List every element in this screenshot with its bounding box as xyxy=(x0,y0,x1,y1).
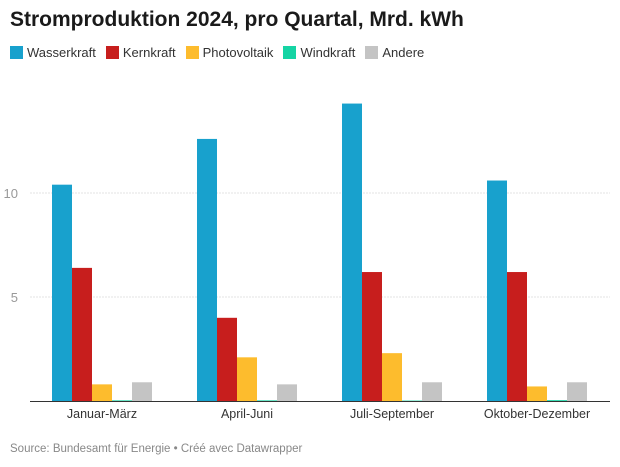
y-tick-label: 10 xyxy=(4,186,18,201)
bar xyxy=(362,272,382,401)
legend-item: Photovoltaik xyxy=(185,45,274,60)
legend-item: Windkraft xyxy=(283,45,355,60)
bar xyxy=(197,138,217,402)
bar xyxy=(527,386,547,401)
bar xyxy=(72,267,92,401)
bar xyxy=(92,384,112,401)
legend-swatch xyxy=(105,46,119,59)
x-tick-label: Oktober-Dezember xyxy=(484,407,590,421)
bar xyxy=(277,384,297,401)
legend-label: Andere xyxy=(382,45,425,60)
legend: Wasserkraft Kernkraft Photovoltaik Windkraf… xyxy=(10,45,424,60)
legend-label: Photovoltaik xyxy=(202,45,274,60)
bar xyxy=(487,180,507,401)
legend-swatch xyxy=(185,46,199,59)
legend-label: Wasserkraft xyxy=(27,45,96,60)
bar xyxy=(567,382,587,401)
bar xyxy=(217,317,237,401)
chart-title: Stromproduktion 2024, pro Quartal, Mrd. … xyxy=(10,8,464,31)
legend-item: Kernkraft xyxy=(105,45,176,60)
legend-swatch xyxy=(283,46,297,59)
x-tick-label: April-Juni xyxy=(221,407,273,421)
x-tick-label: Juli-September xyxy=(350,407,434,421)
bar xyxy=(382,353,402,401)
bar xyxy=(237,357,257,401)
bar xyxy=(422,382,442,401)
bar-chart: 5 10 Januar-März April-Juni Juli-September Ok… xyxy=(4,103,610,421)
source-note: Source: Bundesamt für Energie • Créé ave… xyxy=(10,443,303,455)
legend-swatch xyxy=(365,46,379,59)
legend-label: Kernkraft xyxy=(122,45,176,60)
legend-item: Andere xyxy=(365,45,424,60)
legend-label: Windkraft xyxy=(300,45,356,60)
bar xyxy=(112,400,132,402)
bar xyxy=(132,382,152,401)
x-tick-label: Januar-März xyxy=(67,407,137,421)
legend-swatch xyxy=(10,46,23,59)
bar xyxy=(342,103,362,401)
y-tick-label: 5 xyxy=(11,290,18,305)
bar xyxy=(257,400,277,402)
legend-item: Wasserkraft xyxy=(10,45,96,60)
bar xyxy=(52,184,72,401)
bar xyxy=(547,400,567,402)
bar xyxy=(507,272,527,401)
